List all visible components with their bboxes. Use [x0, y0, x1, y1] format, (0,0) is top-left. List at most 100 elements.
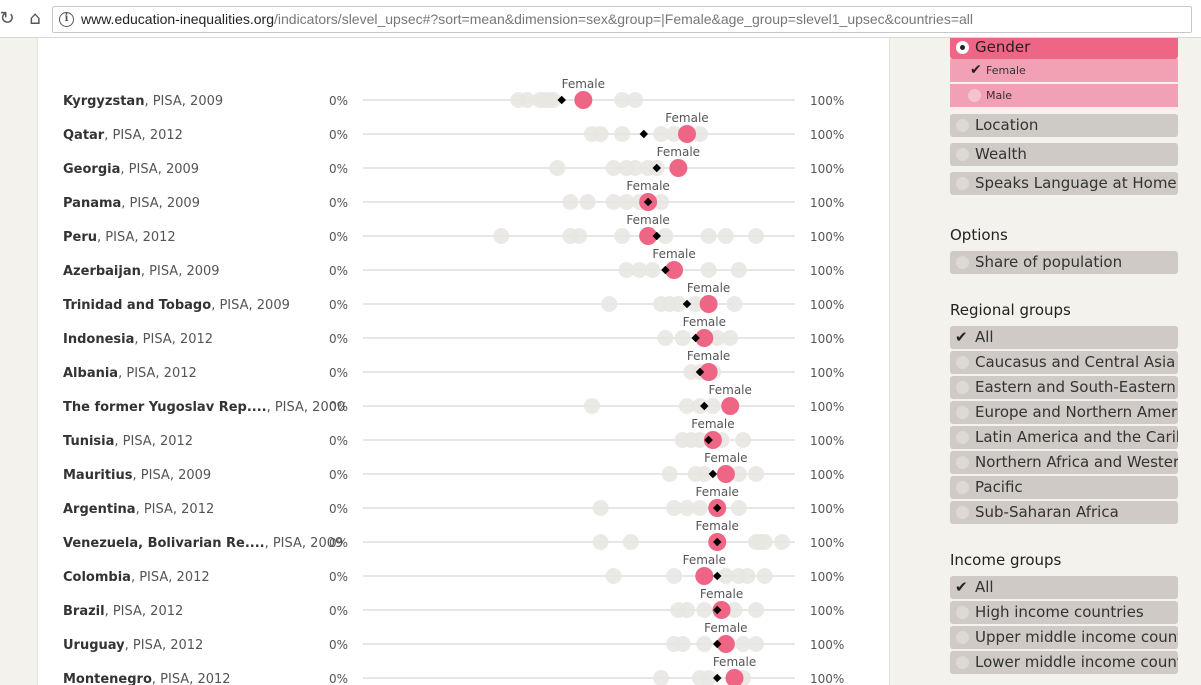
country-name: Qatar [63, 128, 105, 143]
group-point [571, 228, 587, 244]
gender-male-option[interactable]: Male [950, 84, 1178, 107]
income-all[interactable]: ✔ All [950, 576, 1178, 599]
income-high[interactable]: High income countries [950, 601, 1178, 624]
female-point [699, 363, 718, 381]
region-northern-africa[interactable]: Northern Africa and Western Asia [950, 451, 1178, 474]
radio-icon [956, 456, 969, 469]
group-point [605, 194, 622, 210]
group-point [670, 296, 687, 312]
region-sub-saharan-africa[interactable]: Sub-Saharan Africa [950, 501, 1178, 524]
female-point [639, 227, 658, 245]
group-point [704, 398, 721, 414]
country-label: Peru, PISA, 2012 [63, 230, 176, 245]
address-bar[interactable]: i www.education-inequalities.org/indicato… [52, 6, 1192, 33]
region-label: Caucasus and Central Asia [975, 353, 1176, 371]
axis-max-label: 100% [810, 536, 844, 550]
dimension-gender[interactable]: Gender [950, 38, 1178, 59]
home-icon[interactable]: ⌂ [29, 8, 41, 29]
female-label: Female [652, 247, 695, 261]
group-point [687, 296, 704, 312]
chart-row: Montenegro, PISA, 2012 0% 100% Female [63, 655, 844, 685]
dimension-wealth[interactable]: Wealth [950, 143, 1178, 166]
region-caucasus[interactable]: Caucasus and Central Asia [950, 351, 1178, 374]
region-all[interactable]: ✔ All [950, 326, 1178, 349]
check-icon: ✔ [955, 578, 968, 596]
browser-toolbar: ↻ ⌂ i www.education-inequalities.org/indi… [0, 0, 1201, 38]
dimension-language[interactable]: Speaks Language at Home [950, 172, 1178, 195]
group-point [583, 398, 600, 414]
group-point [644, 262, 661, 278]
female-point [695, 567, 714, 585]
female-point [716, 635, 735, 653]
country-name: Montenegro [63, 672, 152, 685]
country-name: Trinidad and Tobago [63, 298, 211, 313]
group-point [709, 330, 726, 346]
survey-label: , PISA, 2012 [125, 638, 204, 653]
group-point [756, 568, 773, 584]
group-point [748, 466, 765, 482]
axis-min-label: 0% [329, 604, 348, 618]
survey-label: , PISA, 2009 [121, 196, 200, 211]
axis-min-label: 0% [329, 94, 348, 108]
country-label: Venezuela, Bolivarian Re...., PISA, 2009 [63, 536, 343, 551]
group-point [605, 160, 622, 176]
radio-icon [956, 177, 969, 190]
female-point [699, 295, 718, 313]
dot-chart: Kyrgyzstan, PISA, 2009 0% 100%FemaleQatar,… [63, 77, 844, 685]
dimension-language-label: Speaks Language at Home [975, 174, 1177, 192]
radio-icon [956, 656, 969, 669]
radio-icon [956, 431, 969, 444]
radio-icon [956, 406, 969, 419]
group-point [756, 534, 773, 550]
country-label: Panama, PISA, 2009 [63, 196, 200, 211]
survey-label: , PISA, 2012 [134, 332, 213, 347]
country-name: Brazil [63, 604, 105, 619]
mean-marker [712, 605, 722, 615]
country-name: Albania [63, 366, 118, 381]
mean-marker [700, 401, 709, 411]
group-point [679, 500, 695, 516]
axis-max-label: 100% [810, 638, 844, 652]
survey-label: , PISA, 2009 [144, 94, 223, 109]
dimension-gender-label: Gender [975, 38, 1031, 56]
refresh-icon[interactable]: ↻ [0, 8, 15, 29]
mean-marker [639, 129, 649, 139]
info-icon[interactable]: i [59, 12, 74, 27]
region-label: Eastern and South-Eastern Asia [975, 378, 1178, 396]
group-point [666, 126, 683, 142]
radio-icon [956, 506, 969, 519]
region-latin-america[interactable]: Latin America and the Caribbean [950, 426, 1178, 449]
female-label: Female [683, 315, 726, 329]
regional-groups-title: Regional groups [950, 301, 1071, 319]
survey-label: , PISA, 2000 [267, 400, 346, 415]
country-name: Argentina [63, 502, 136, 517]
group-point [493, 228, 510, 244]
dimension-location[interactable]: Location [950, 114, 1178, 137]
axis-min-label: 0% [329, 230, 348, 244]
option-share-of-population[interactable]: Share of population [950, 251, 1178, 274]
axis-min-label: 0% [329, 434, 348, 448]
income-lower-middle[interactable]: Lower middle income countries [950, 651, 1178, 674]
female-label: Female [626, 179, 669, 193]
group-point [592, 534, 609, 550]
survey-label: , PISA, 2012 [131, 570, 210, 585]
region-east-asia[interactable]: Eastern and South-Eastern Asia [950, 376, 1178, 399]
chart-row: Venezuela, Bolivarian Re...., PISA, 2009… [63, 519, 844, 551]
group-point [691, 432, 708, 448]
gender-female-option[interactable]: ✔ Female [950, 59, 1178, 82]
axis-min-label: 0% [329, 570, 348, 584]
group-point [726, 602, 743, 618]
group-point [700, 262, 717, 278]
income-groups-title: Income groups [950, 551, 1062, 569]
region-pacific[interactable]: Pacific [950, 476, 1178, 499]
income-upper-middle[interactable]: Upper middle income countries [950, 626, 1178, 649]
radio-icon [956, 381, 969, 394]
group-point [696, 636, 713, 652]
chart-row: Georgia, PISA, 2009 0% 100% Female [63, 145, 844, 177]
chart-row: Colombia, PISA, 2012 0% 100% Female [63, 553, 844, 585]
check-icon: ✔ [970, 62, 982, 78]
group-point [614, 228, 631, 244]
group-point [614, 92, 631, 108]
axis-min-label: 0% [329, 468, 348, 482]
region-europe[interactable]: Europe and Northern America [950, 401, 1178, 424]
